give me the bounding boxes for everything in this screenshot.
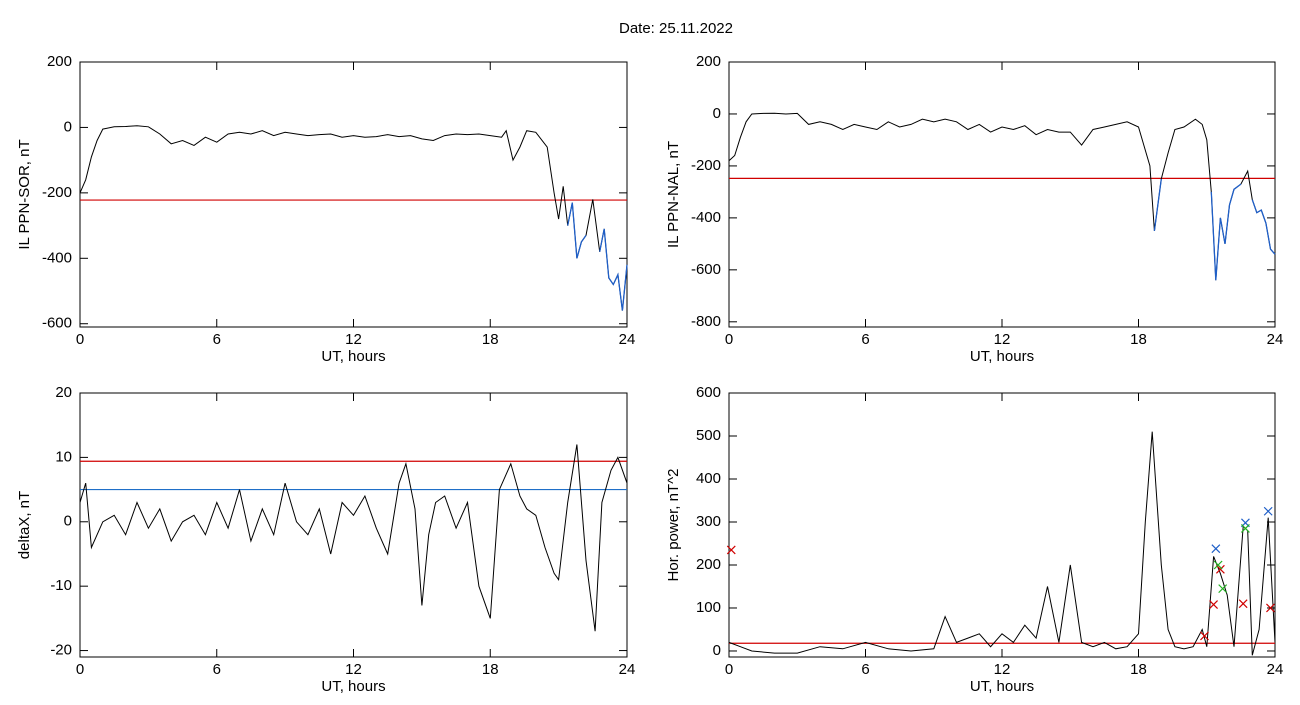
x-tick-label: 6 [861,331,869,348]
y-tick-label: -10 [50,577,72,594]
y-tick-label: 0 [713,105,721,122]
y-tick-label: -800 [691,313,721,330]
x-tick-label: 0 [725,331,733,348]
x-marker [1238,599,1248,609]
y-tick-label: 500 [696,427,721,444]
x-marker [1241,524,1250,533]
y-tick-label: -600 [691,261,721,278]
x-tick-label: 24 [619,331,636,348]
y-tick-label: 300 [696,513,721,530]
x-marker [1200,631,1209,641]
x-marker [726,545,736,555]
x-tick-label: 0 [725,661,733,678]
x-marker [1218,584,1228,594]
y-tick-label: -400 [42,249,72,266]
highlighted-line [1210,183,1242,281]
data-line [728,431,1276,656]
y-axis-label: IL PPN-SOR, nT [16,139,33,249]
y-tick-label: -200 [691,157,721,174]
x-tick-label: 24 [1267,661,1284,678]
y-tick-label: -20 [50,642,72,659]
x-tick-label: 0 [76,331,84,348]
x-axis-label: UT, hours [321,678,385,695]
y-tick-label: 10 [55,448,72,465]
y-tick-label: 0 [64,513,72,530]
x-tick-label: 18 [1130,331,1147,348]
x-tick-label: 12 [345,331,362,348]
x-tick-label: 6 [213,331,221,348]
y-tick-label: 20 [55,384,72,401]
x-tick-label: 18 [482,661,499,678]
x-tick-label: 24 [619,661,636,678]
y-tick-label: 0 [64,118,72,135]
y-tick-label: 200 [696,556,721,573]
x-marker [1213,560,1223,570]
y-axis-label: Hor. power, nT^2 [665,469,682,582]
x-tick-label: 18 [482,331,499,348]
x-tick-label: 18 [1130,661,1147,678]
x-tick-label: 24 [1267,331,1284,348]
page-title: Date: 25.11.2022 [619,20,733,37]
x-marker [1266,603,1275,613]
data-line [79,444,628,632]
x-tick-label: 12 [345,661,362,678]
x-tick-label: 12 [994,331,1011,348]
highlighted-line [599,228,628,311]
y-axis-label: deltaX, nT [16,491,33,559]
highlighted-line [567,202,587,259]
y-tick-label: 0 [713,642,721,659]
y-axis-label: IL PPN-NAL, nT [665,141,682,248]
y-tick-label: 200 [696,53,721,70]
x-axis-label: UT, hours [321,348,385,365]
y-tick-label: -600 [42,315,72,332]
y-tick-label: 100 [696,599,721,616]
y-tick-label: 400 [696,470,721,487]
x-tick-label: 6 [861,661,869,678]
y-tick-label: -200 [42,184,72,201]
y-tick-label: 200 [47,53,72,70]
highlighted-line [1153,178,1162,231]
x-marker [1263,506,1273,516]
x-axis-label: UT, hours [970,348,1034,365]
y-tick-label: -400 [691,209,721,226]
x-marker [1211,544,1221,554]
x-axis-label: UT, hours [970,678,1034,695]
x-tick-label: 12 [994,661,1011,678]
x-tick-label: 0 [76,661,84,678]
x-marker [1209,600,1218,609]
x-tick-label: 6 [213,661,221,678]
x-marker [1215,564,1225,574]
y-tick-label: 600 [696,384,721,401]
highlighted-line [1251,199,1276,255]
